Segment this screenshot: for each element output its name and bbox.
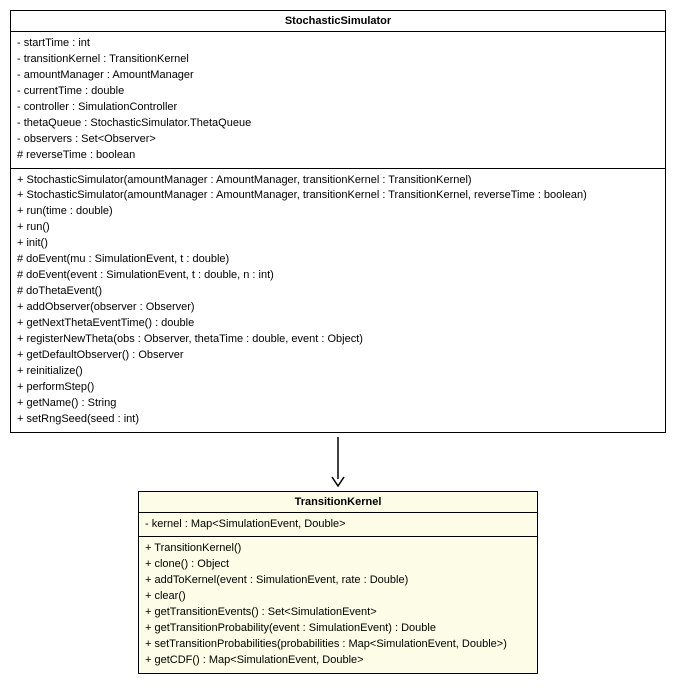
uml-class-transition-kernel: TransitionKernel - kernel : Map<Simulati… <box>138 491 538 674</box>
uml-member: + init() <box>17 236 659 252</box>
uml-member: + setRngSeed(seed : int) <box>17 412 659 428</box>
uml-member: + addObserver(observer : Observer) <box>17 300 659 316</box>
uml-member: + getName() : String <box>17 396 659 412</box>
uml-member: + run(time : double) <box>17 204 659 220</box>
uml-member: + getDefaultObserver() : Observer <box>17 348 659 364</box>
uml-member: + clear() <box>145 589 531 605</box>
class-methods: + TransitionKernel()+ clone() : Object+ … <box>139 537 537 673</box>
uml-member: # doEvent(event : SimulationEvent, t : d… <box>17 268 659 284</box>
uml-member: + setTransitionProbabilities(probabiliti… <box>145 637 531 653</box>
uml-member: + registerNewTheta(obs : Observer, theta… <box>17 332 659 348</box>
association-arrow <box>10 437 666 487</box>
uml-member: # doEvent(mu : SimulationEvent, t : doub… <box>17 252 659 268</box>
uml-member: + reinitialize() <box>17 364 659 380</box>
uml-member: # doThetaEvent() <box>17 284 659 300</box>
uml-member: + clone() : Object <box>145 557 531 573</box>
class-title: StochasticSimulator <box>11 11 665 32</box>
class-attributes: - kernel : Map<SimulationEvent, Double> <box>139 513 537 538</box>
class-title: TransitionKernel <box>139 492 537 513</box>
uml-member: - observers : Set<Observer> <box>17 132 659 148</box>
uml-member: + run() <box>17 220 659 236</box>
uml-class-stochastic-simulator: StochasticSimulator - startTime : int- t… <box>10 10 666 433</box>
uml-member: + getNextThetaEventTime() : double <box>17 316 659 332</box>
uml-member: - transitionKernel : TransitionKernel <box>17 52 659 68</box>
uml-member: + StochasticSimulator(amountManager : Am… <box>17 188 659 204</box>
uml-member: - kernel : Map<SimulationEvent, Double> <box>145 517 531 533</box>
uml-member: + getCDF() : Map<SimulationEvent, Double… <box>145 653 531 669</box>
uml-member: - currentTime : double <box>17 84 659 100</box>
uml-member: - amountManager : AmountManager <box>17 68 659 84</box>
uml-member: - thetaQueue : StochasticSimulator.Theta… <box>17 116 659 132</box>
uml-member: - startTime : int <box>17 36 659 52</box>
uml-member: - controller : SimulationController <box>17 100 659 116</box>
uml-member: + addToKernel(event : SimulationEvent, r… <box>145 573 531 589</box>
uml-member: + getTransitionProbability(event : Simul… <box>145 621 531 637</box>
uml-member: + StochasticSimulator(amountManager : Am… <box>17 173 659 189</box>
class-attributes: - startTime : int- transitionKernel : Tr… <box>11 32 665 169</box>
uml-member: # reverseTime : boolean <box>17 148 659 164</box>
uml-member: + getTransitionEvents() : Set<Simulation… <box>145 605 531 621</box>
class-methods: + StochasticSimulator(amountManager : Am… <box>11 169 665 432</box>
uml-member: + TransitionKernel() <box>145 541 531 557</box>
uml-member: + performStep() <box>17 380 659 396</box>
